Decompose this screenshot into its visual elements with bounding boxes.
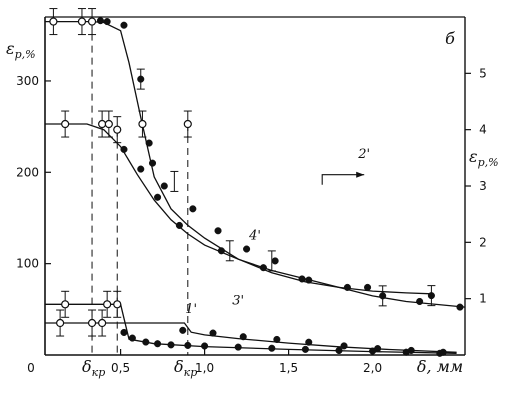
delta-kr-label-2: δкр bbox=[174, 357, 197, 379]
filled-marker bbox=[340, 342, 348, 350]
panel-label: б bbox=[445, 29, 455, 48]
filled-marker bbox=[234, 343, 242, 351]
marker-layer bbox=[49, 8, 464, 357]
filled-marker bbox=[305, 276, 313, 284]
series-label: 4' bbox=[248, 229, 261, 244]
open-marker bbox=[104, 119, 113, 129]
filled-marker bbox=[179, 326, 187, 334]
filled-marker bbox=[145, 139, 153, 147]
filled-marker bbox=[137, 165, 145, 173]
filled-marker bbox=[301, 345, 309, 353]
filled-marker bbox=[416, 297, 424, 306]
filled-marker bbox=[364, 283, 372, 291]
x-axis-title: δ, мм bbox=[417, 357, 463, 376]
origin-label: 0 bbox=[27, 361, 35, 375]
guide-layer bbox=[91, 21, 365, 355]
filled-marker bbox=[128, 334, 136, 342]
x-tick-label: 1,0 bbox=[195, 361, 214, 375]
filled-marker bbox=[175, 221, 183, 229]
open-marker bbox=[113, 125, 122, 134]
filled-marker bbox=[148, 159, 157, 167]
filled-marker bbox=[273, 335, 281, 344]
filled-marker bbox=[335, 346, 343, 355]
series-label: 1' bbox=[185, 302, 197, 317]
y-right-tick-label: 5 bbox=[479, 66, 487, 80]
filled-marker bbox=[103, 18, 111, 26]
x-tick-label: 0,5 bbox=[111, 361, 130, 375]
filled-marker bbox=[217, 247, 225, 255]
open-marker bbox=[98, 318, 107, 328]
filled-marker bbox=[184, 341, 192, 349]
filled-marker bbox=[239, 333, 247, 341]
filled-marker bbox=[160, 182, 168, 190]
filled-marker bbox=[96, 17, 104, 25]
open-marker bbox=[183, 119, 192, 129]
y-left-tick-label: 100 bbox=[16, 257, 39, 271]
filled-marker bbox=[201, 342, 209, 350]
text-layer: 0,5 1,0 1,5 2,0 0 100 200 300 1 2 3 4 5 εp,% εp,% δ, мм… bbox=[6, 29, 499, 379]
filled-marker bbox=[154, 193, 162, 201]
axis-pointer-arrow bbox=[321, 174, 365, 185]
filled-marker bbox=[407, 346, 415, 354]
y-right-tick-label: 4 bbox=[479, 123, 487, 137]
filled-marker bbox=[214, 227, 222, 235]
y-right-axis-title: εp,% bbox=[469, 147, 499, 169]
y-right-tick-label: 1 bbox=[479, 292, 487, 306]
filled-marker bbox=[154, 340, 162, 348]
open-marker bbox=[138, 119, 147, 129]
filled-marker bbox=[120, 145, 128, 153]
filled-marker bbox=[268, 344, 276, 352]
filled-marker bbox=[142, 338, 150, 346]
axis-pointer-arrowhead bbox=[356, 171, 365, 178]
open-marker bbox=[77, 17, 87, 26]
x-tick-label: 2,0 bbox=[363, 361, 382, 375]
open-marker bbox=[56, 318, 65, 328]
filled-marker bbox=[243, 245, 251, 253]
open-marker bbox=[103, 300, 112, 309]
open-marker bbox=[61, 300, 70, 309]
axes-layer bbox=[44, 16, 471, 356]
open-marker bbox=[49, 17, 58, 26]
filled-marker bbox=[189, 205, 197, 213]
x-tick-label: 1,5 bbox=[279, 361, 298, 375]
open-marker bbox=[113, 300, 122, 309]
filled-marker bbox=[209, 329, 217, 337]
y-left-tick-label: 200 bbox=[16, 165, 39, 179]
y-left-tick-label: 300 bbox=[16, 74, 39, 88]
delta-kr-label-1: δкр bbox=[82, 357, 105, 379]
series-label: 2' bbox=[357, 147, 370, 162]
filled-marker bbox=[259, 264, 267, 272]
filled-marker bbox=[343, 283, 351, 291]
series-line bbox=[45, 303, 457, 354]
filled-marker bbox=[120, 328, 128, 337]
open-marker bbox=[98, 119, 107, 129]
filled-marker bbox=[298, 275, 306, 283]
filled-marker bbox=[305, 338, 313, 346]
open-marker bbox=[87, 17, 97, 26]
filled-marker bbox=[374, 345, 382, 353]
open-marker bbox=[87, 318, 97, 328]
filled-marker bbox=[456, 303, 464, 311]
filled-marker bbox=[120, 21, 128, 29]
filled-marker bbox=[167, 341, 175, 349]
filled-marker bbox=[439, 348, 447, 356]
series-line bbox=[45, 20, 432, 295]
series-label: 3' bbox=[232, 293, 244, 308]
y-right-tick-label: 3 bbox=[479, 179, 487, 193]
y-left-axis-title: εp,% bbox=[6, 39, 36, 61]
filled-marker bbox=[271, 257, 279, 265]
y-right-tick-label: 2 bbox=[479, 235, 487, 249]
open-marker bbox=[61, 119, 70, 129]
series-line bbox=[45, 123, 466, 308]
